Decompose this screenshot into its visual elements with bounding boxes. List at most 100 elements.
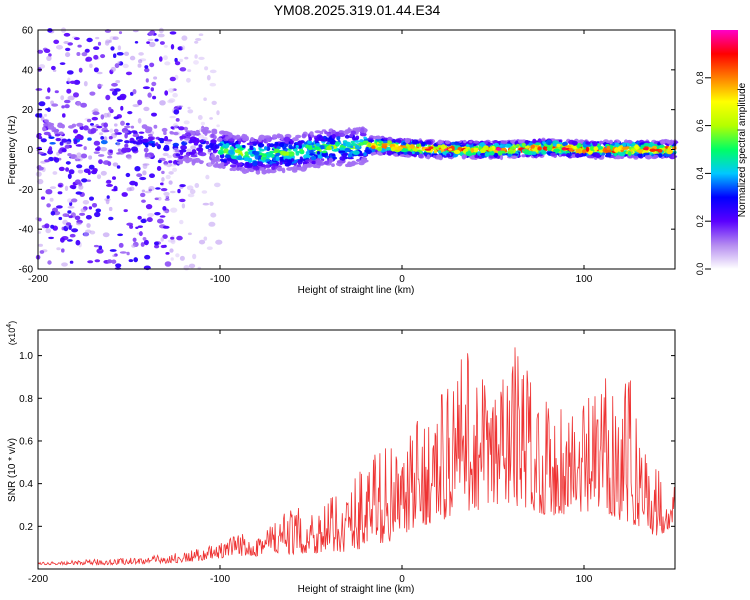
heatmap-cell — [71, 228, 79, 233]
heatmap-cell — [110, 66, 116, 72]
heatmap-cell — [120, 105, 124, 111]
heatmap-cell — [299, 158, 305, 162]
heatmap-cell — [173, 109, 180, 115]
heatmap-cell — [386, 140, 392, 144]
heatmap-cell — [338, 150, 346, 153]
heatmap-cell — [149, 173, 155, 178]
heatmap-cell — [433, 149, 437, 154]
heatmap-cell — [161, 177, 165, 182]
heatmap-cell — [125, 172, 131, 178]
heatmap-cell — [110, 46, 115, 51]
heatmap-cell — [103, 112, 109, 118]
heatmap-cell — [93, 46, 100, 50]
heatmap-cell — [106, 183, 113, 187]
heatmap-cell — [69, 80, 76, 85]
heatmap-cell — [326, 133, 331, 137]
heatmap-cell — [331, 163, 335, 168]
heatmap-cell — [220, 162, 225, 167]
heatmap-cell — [665, 139, 671, 144]
heatmap-cell — [216, 158, 221, 162]
heatmap-cell — [118, 242, 124, 248]
heatmap-cell — [179, 135, 187, 139]
heatmap-cell — [157, 159, 162, 164]
heatmap-cell — [47, 124, 55, 130]
heatmap-cell — [204, 66, 209, 71]
heatmap-cell — [187, 193, 195, 198]
heatmap-cell — [338, 130, 345, 134]
heatmap-cell — [61, 138, 68, 143]
heatmap-cell — [609, 139, 613, 145]
heatmap-cell — [245, 168, 250, 173]
heatmap-cell — [446, 153, 451, 158]
heatmap-cell — [261, 167, 265, 172]
heatmap-cell — [37, 151, 44, 155]
spectrogram-cells — [35, 27, 679, 271]
heatmap-cell — [60, 95, 65, 101]
heatmap-cell — [532, 138, 537, 144]
heatmap-cell — [399, 154, 407, 157]
heatmap-cell — [186, 77, 191, 83]
heatmap-cell — [369, 139, 375, 143]
y-tick-label: 0.4 — [19, 479, 33, 490]
heatmap-cell — [93, 140, 101, 146]
heatmap-cell — [43, 113, 48, 117]
heatmap-cell — [229, 164, 237, 168]
heatmap-cell — [146, 41, 151, 44]
heatmap-cell — [276, 167, 283, 172]
heatmap-cell — [637, 153, 643, 158]
heatmap-cell — [100, 136, 105, 140]
heatmap-cell — [248, 151, 253, 155]
heatmap-cell — [214, 182, 221, 188]
heatmap-cell — [148, 31, 155, 36]
heatmap-cell — [167, 239, 175, 243]
heatmap-cell — [408, 153, 413, 156]
heatmap-cell — [67, 198, 73, 204]
heatmap-cell — [376, 151, 382, 155]
heatmap-cell — [174, 61, 181, 66]
heatmap-cell — [203, 126, 209, 131]
heatmap-cell — [562, 141, 568, 147]
heatmap-cell — [38, 217, 42, 222]
spectrogram-x-label: Height of straight line (km) — [298, 285, 415, 296]
heatmap-cell — [426, 154, 431, 160]
heatmap-cell — [445, 140, 451, 145]
x-tick-label: -100 — [210, 274, 230, 285]
heatmap-cell — [163, 45, 168, 48]
heatmap-cell — [414, 151, 420, 155]
heatmap-cell — [242, 137, 249, 142]
heatmap-cell — [178, 126, 185, 131]
y-tick-label: 0.6 — [19, 436, 33, 447]
heatmap-cell — [409, 144, 415, 149]
heatmap-cell — [254, 154, 259, 160]
heatmap-cell — [112, 162, 119, 167]
heatmap-cell — [161, 127, 168, 133]
heatmap-cell — [324, 130, 328, 135]
heatmap-cell — [269, 150, 275, 154]
heatmap-cell — [158, 137, 165, 142]
heatmap-cell — [109, 249, 117, 252]
heatmap-cell — [474, 154, 479, 158]
heatmap-cell — [203, 130, 209, 133]
heatmap-cell — [375, 136, 383, 140]
heatmap-cell — [35, 171, 42, 177]
heatmap-cell — [194, 157, 201, 163]
heatmap-cell — [184, 56, 189, 60]
heatmap-cell — [113, 116, 120, 120]
heatmap-cell — [236, 155, 243, 161]
heatmap-cell — [521, 142, 526, 147]
heatmap-cell — [199, 139, 205, 143]
heatmap-cell — [174, 57, 178, 63]
heatmap-cell — [553, 148, 561, 153]
snr-y-label: SNR (10 * v/v) — [7, 438, 18, 502]
heatmap-cell — [187, 69, 192, 73]
heatmap-cell — [318, 135, 324, 142]
heatmap-cell — [119, 93, 127, 100]
heatmap-cell — [75, 191, 83, 195]
heatmap-cell — [95, 36, 100, 40]
heatmap-cell — [179, 67, 187, 72]
heatmap-cell — [116, 165, 121, 169]
heatmap-cell — [411, 139, 419, 145]
heatmap-cell — [148, 133, 153, 137]
heatmap-cell — [198, 56, 205, 61]
